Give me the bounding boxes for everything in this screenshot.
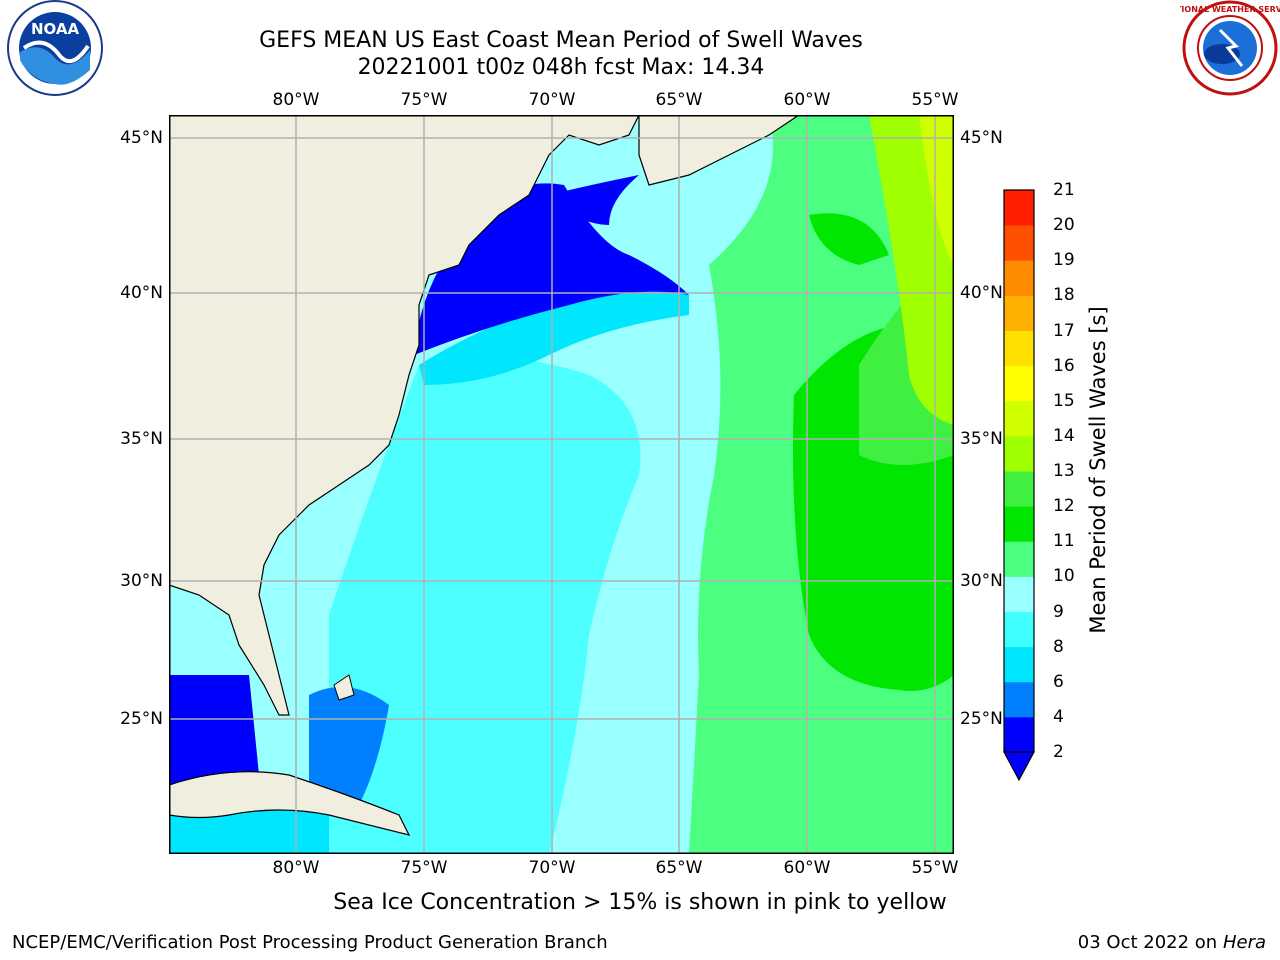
colorbar-tick-label: 13 [1053, 461, 1075, 481]
colorbar-tick-label: 14 [1053, 425, 1075, 446]
page-subtitle: 20221001 t00z 048h fcst Max: 14.34 [357, 55, 765, 80]
swell-zone-4-6s-bahamas [309, 687, 389, 805]
land-bahamas [333, 674, 355, 701]
colorbar-extend-below [1002, 751, 1036, 782]
lat-label-left-30n: 30°N [120, 571, 163, 591]
colorbar-tick-label: 16 [1053, 355, 1075, 376]
colorbar-tick-label: 6 [1053, 671, 1064, 692]
lon-label-top-55w: 55°W [911, 90, 959, 110]
noaa-logo-icon: NOAA [7, 0, 103, 96]
lon-label-bottom-80w: 80°W [272, 858, 320, 878]
colorbar-tick-label: 4 [1053, 706, 1064, 727]
colorbar-segment [1004, 400, 1034, 437]
lon-label-bottom-65w: 65°W [655, 858, 703, 878]
colorbar-tick-label: 20 [1053, 215, 1075, 236]
colorbar-frame [1003, 189, 1035, 753]
lon-label-bottom-70w: 70°W [528, 858, 576, 878]
swell-zone-6-8s-band [419, 290, 689, 385]
swell-zone-2-4s-gulf-of-maine [549, 175, 639, 225]
nws-logo-text: NATIONAL WEATHER SERVICE [1180, 5, 1280, 14]
swell-zone-8-9s [329, 357, 641, 854]
footer-date-text: 03 Oct 2022 on [1077, 932, 1223, 953]
lat-label-right-45n: 45°N [960, 128, 1003, 148]
lat-label-right-25n: 25°N [960, 709, 1003, 729]
colorbar-segment [1004, 611, 1034, 648]
lon-label-top-60w: 60°W [783, 90, 831, 110]
colorbar [1002, 189, 1036, 782]
colorbar-segment [1004, 681, 1034, 718]
nws-logo-icon: NATIONAL WEATHER SERVICE [1180, 0, 1280, 96]
lat-label-left-40n: 40°N [120, 283, 163, 303]
colorbar-tick-label: 17 [1053, 320, 1075, 341]
colorbar-tick-label: 18 [1053, 285, 1075, 306]
colorbar-tick-label: 2 [1053, 742, 1064, 762]
map-caption: Sea Ice Concentration > 15% is shown in … [333, 890, 947, 915]
colorbar-tick-label: 21 [1053, 180, 1075, 200]
lon-label-top-80w: 80°W [272, 90, 320, 110]
land-united-states [169, 115, 640, 716]
colorbar-segment [1004, 646, 1034, 683]
map-panel [169, 115, 954, 854]
lat-label-left-35n: 35°N [120, 429, 163, 449]
lon-label-bottom-60w: 60°W [783, 858, 831, 878]
lat-label-left-45n: 45°N [120, 128, 163, 148]
map-frame [169, 115, 954, 854]
colorbar-tick-label: 9 [1053, 601, 1064, 622]
lon-label-top-75w: 75°W [400, 90, 448, 110]
colorbar-segment [1004, 576, 1034, 612]
colorbar-segment [1004, 330, 1034, 367]
colorbar-tick-label: 19 [1053, 250, 1075, 271]
colorbar-tick-label: 10 [1053, 566, 1075, 587]
colorbar-tick-label: 12 [1053, 496, 1075, 517]
gridlines [169, 115, 954, 854]
colorbar-title: Mean Period of Swell Waves [s] [1086, 306, 1110, 634]
colorbar-segment [1004, 541, 1034, 577]
colorbar-segment [1004, 716, 1034, 753]
colorbar-segment [1004, 190, 1034, 226]
colorbar-segment [1004, 365, 1034, 402]
lat-label-right-30n: 30°N [960, 571, 1003, 591]
lon-label-bottom-75w: 75°W [400, 858, 448, 878]
colorbar-tick-label: 11 [1053, 531, 1075, 552]
swell-zone-13-14s [919, 115, 954, 265]
lon-label-bottom-55w: 55°W [911, 858, 959, 878]
land-cuba [169, 771, 411, 836]
colorbar-segment [1004, 471, 1034, 507]
lon-label-top-70w: 70°W [528, 90, 576, 110]
lat-label-left-25n: 25°N [120, 709, 163, 729]
colorbar-segment [1004, 225, 1034, 261]
footer-host: Hera [1222, 932, 1266, 953]
lat-label-right-35n: 35°N [960, 429, 1003, 449]
colorbar-tick-label: 15 [1053, 390, 1075, 411]
colorbar-segment [1004, 435, 1034, 472]
lon-label-top-65w: 65°W [655, 90, 703, 110]
noaa-logo-text: NOAA [31, 20, 80, 38]
colorbar-segment [1004, 506, 1034, 542]
footer-credit: NCEP/EMC/Verification Post Processing Pr… [12, 932, 608, 953]
swell-zone-10-11s-north [809, 213, 889, 265]
footer-date: 03 Oct 2022 on Hera [1078, 932, 1266, 953]
lat-label-right-40n: 40°N [960, 283, 1003, 303]
colorbar-segment [1004, 295, 1034, 331]
colorbar-tick-label: 8 [1053, 636, 1064, 657]
colorbar-segment [1004, 260, 1034, 296]
page-title: GEFS MEAN US East Coast Mean Period of S… [259, 28, 863, 53]
